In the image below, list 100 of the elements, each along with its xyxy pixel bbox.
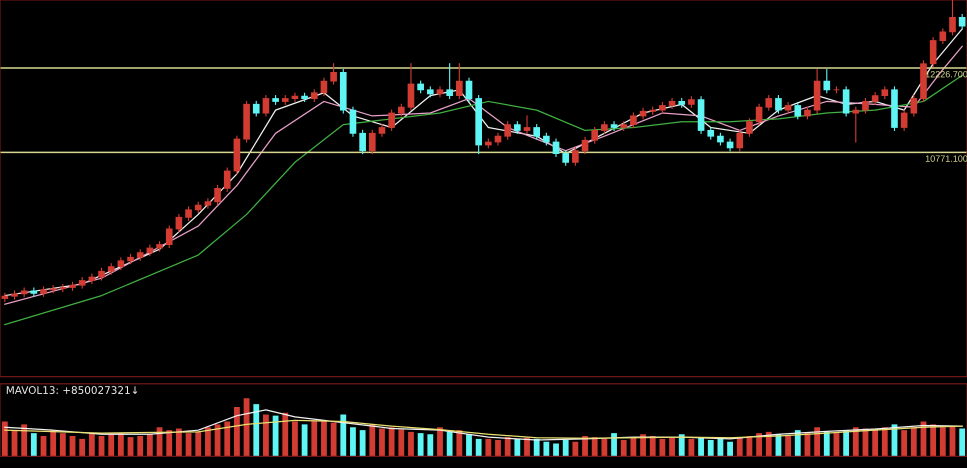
candlestick xyxy=(784,102,792,114)
bar xyxy=(437,427,443,456)
candlestick xyxy=(842,86,850,116)
bar xyxy=(543,442,550,456)
bar xyxy=(669,438,675,456)
candlestick xyxy=(224,168,231,192)
candlestick xyxy=(78,277,86,289)
candlestick xyxy=(659,102,666,114)
candlestick xyxy=(881,86,888,100)
bar xyxy=(804,433,810,456)
bar xyxy=(292,421,298,456)
candlestick xyxy=(601,121,608,134)
candlestick xyxy=(156,241,163,252)
bar xyxy=(756,433,762,456)
bar xyxy=(872,430,878,456)
candlestick xyxy=(417,80,424,94)
bar xyxy=(70,436,76,456)
bar xyxy=(321,421,327,456)
candlestick xyxy=(350,106,356,137)
candlestick xyxy=(282,95,289,105)
candlestick xyxy=(620,121,628,131)
candlestick xyxy=(494,132,502,146)
bar xyxy=(466,434,472,456)
bar xyxy=(495,440,501,456)
candlestick xyxy=(804,106,811,120)
candlestick xyxy=(368,130,376,154)
candlestick xyxy=(794,102,802,120)
candlestick xyxy=(514,121,521,134)
candlestick xyxy=(900,110,908,131)
candlestick xyxy=(426,86,434,98)
bar xyxy=(601,438,608,456)
bar xyxy=(137,436,144,456)
candlestick xyxy=(456,63,463,100)
candlestick xyxy=(388,110,395,131)
candlestick xyxy=(40,286,47,297)
bar xyxy=(30,433,37,456)
candlestick xyxy=(359,130,366,154)
candlestick xyxy=(775,95,782,114)
candlestick xyxy=(717,132,724,146)
bar xyxy=(388,427,395,456)
bar xyxy=(156,427,162,456)
candlestick xyxy=(862,98,869,114)
candlestick xyxy=(543,132,550,146)
bar xyxy=(814,427,820,456)
candlestick xyxy=(252,100,260,116)
candlestick xyxy=(756,104,762,126)
bar xyxy=(302,424,308,456)
candlestick xyxy=(330,63,337,85)
bar xyxy=(176,428,182,456)
bar xyxy=(562,440,569,456)
candlestick xyxy=(640,108,646,120)
candlestick xyxy=(678,98,686,108)
candlestick xyxy=(823,68,830,94)
bar xyxy=(350,427,356,456)
bar xyxy=(718,438,724,456)
bar xyxy=(234,406,240,456)
bar xyxy=(128,437,134,456)
text: MAVOL13: +850027321↓ xyxy=(6,386,138,394)
bar xyxy=(79,438,86,456)
bar xyxy=(205,427,211,456)
bar xyxy=(427,434,434,456)
candlestick xyxy=(668,98,676,109)
candlestick xyxy=(127,254,134,264)
bar xyxy=(640,434,646,456)
bar xyxy=(785,436,792,456)
bar xyxy=(862,428,868,456)
bar xyxy=(118,433,124,456)
candlestick xyxy=(958,14,966,30)
bar xyxy=(476,438,482,456)
candlestick xyxy=(949,0,956,36)
candlestick xyxy=(872,92,878,105)
candlestick xyxy=(166,225,173,248)
bar xyxy=(620,440,627,456)
candlestick xyxy=(910,95,918,116)
candlestick xyxy=(649,106,656,115)
candlestick xyxy=(504,121,511,140)
candlestick xyxy=(204,198,212,209)
bar xyxy=(485,438,492,456)
candlestick xyxy=(833,86,840,94)
candlestick xyxy=(408,63,414,111)
candlestick xyxy=(552,138,560,158)
candlestick xyxy=(466,78,472,102)
bar xyxy=(418,433,424,456)
bar xyxy=(195,432,202,456)
bar xyxy=(360,430,366,456)
candlestick xyxy=(736,130,744,152)
candlestick xyxy=(320,78,328,96)
bar xyxy=(88,433,95,456)
bar xyxy=(746,436,752,456)
bar xyxy=(630,438,636,456)
candlestick xyxy=(436,86,444,98)
bar xyxy=(727,442,733,456)
bar xyxy=(901,430,908,456)
candlestick xyxy=(146,244,154,256)
bar xyxy=(959,428,966,456)
candlestick xyxy=(118,257,124,270)
candlestick xyxy=(524,115,530,134)
bar xyxy=(446,432,453,456)
candlestick xyxy=(176,214,182,232)
bar xyxy=(12,430,18,456)
